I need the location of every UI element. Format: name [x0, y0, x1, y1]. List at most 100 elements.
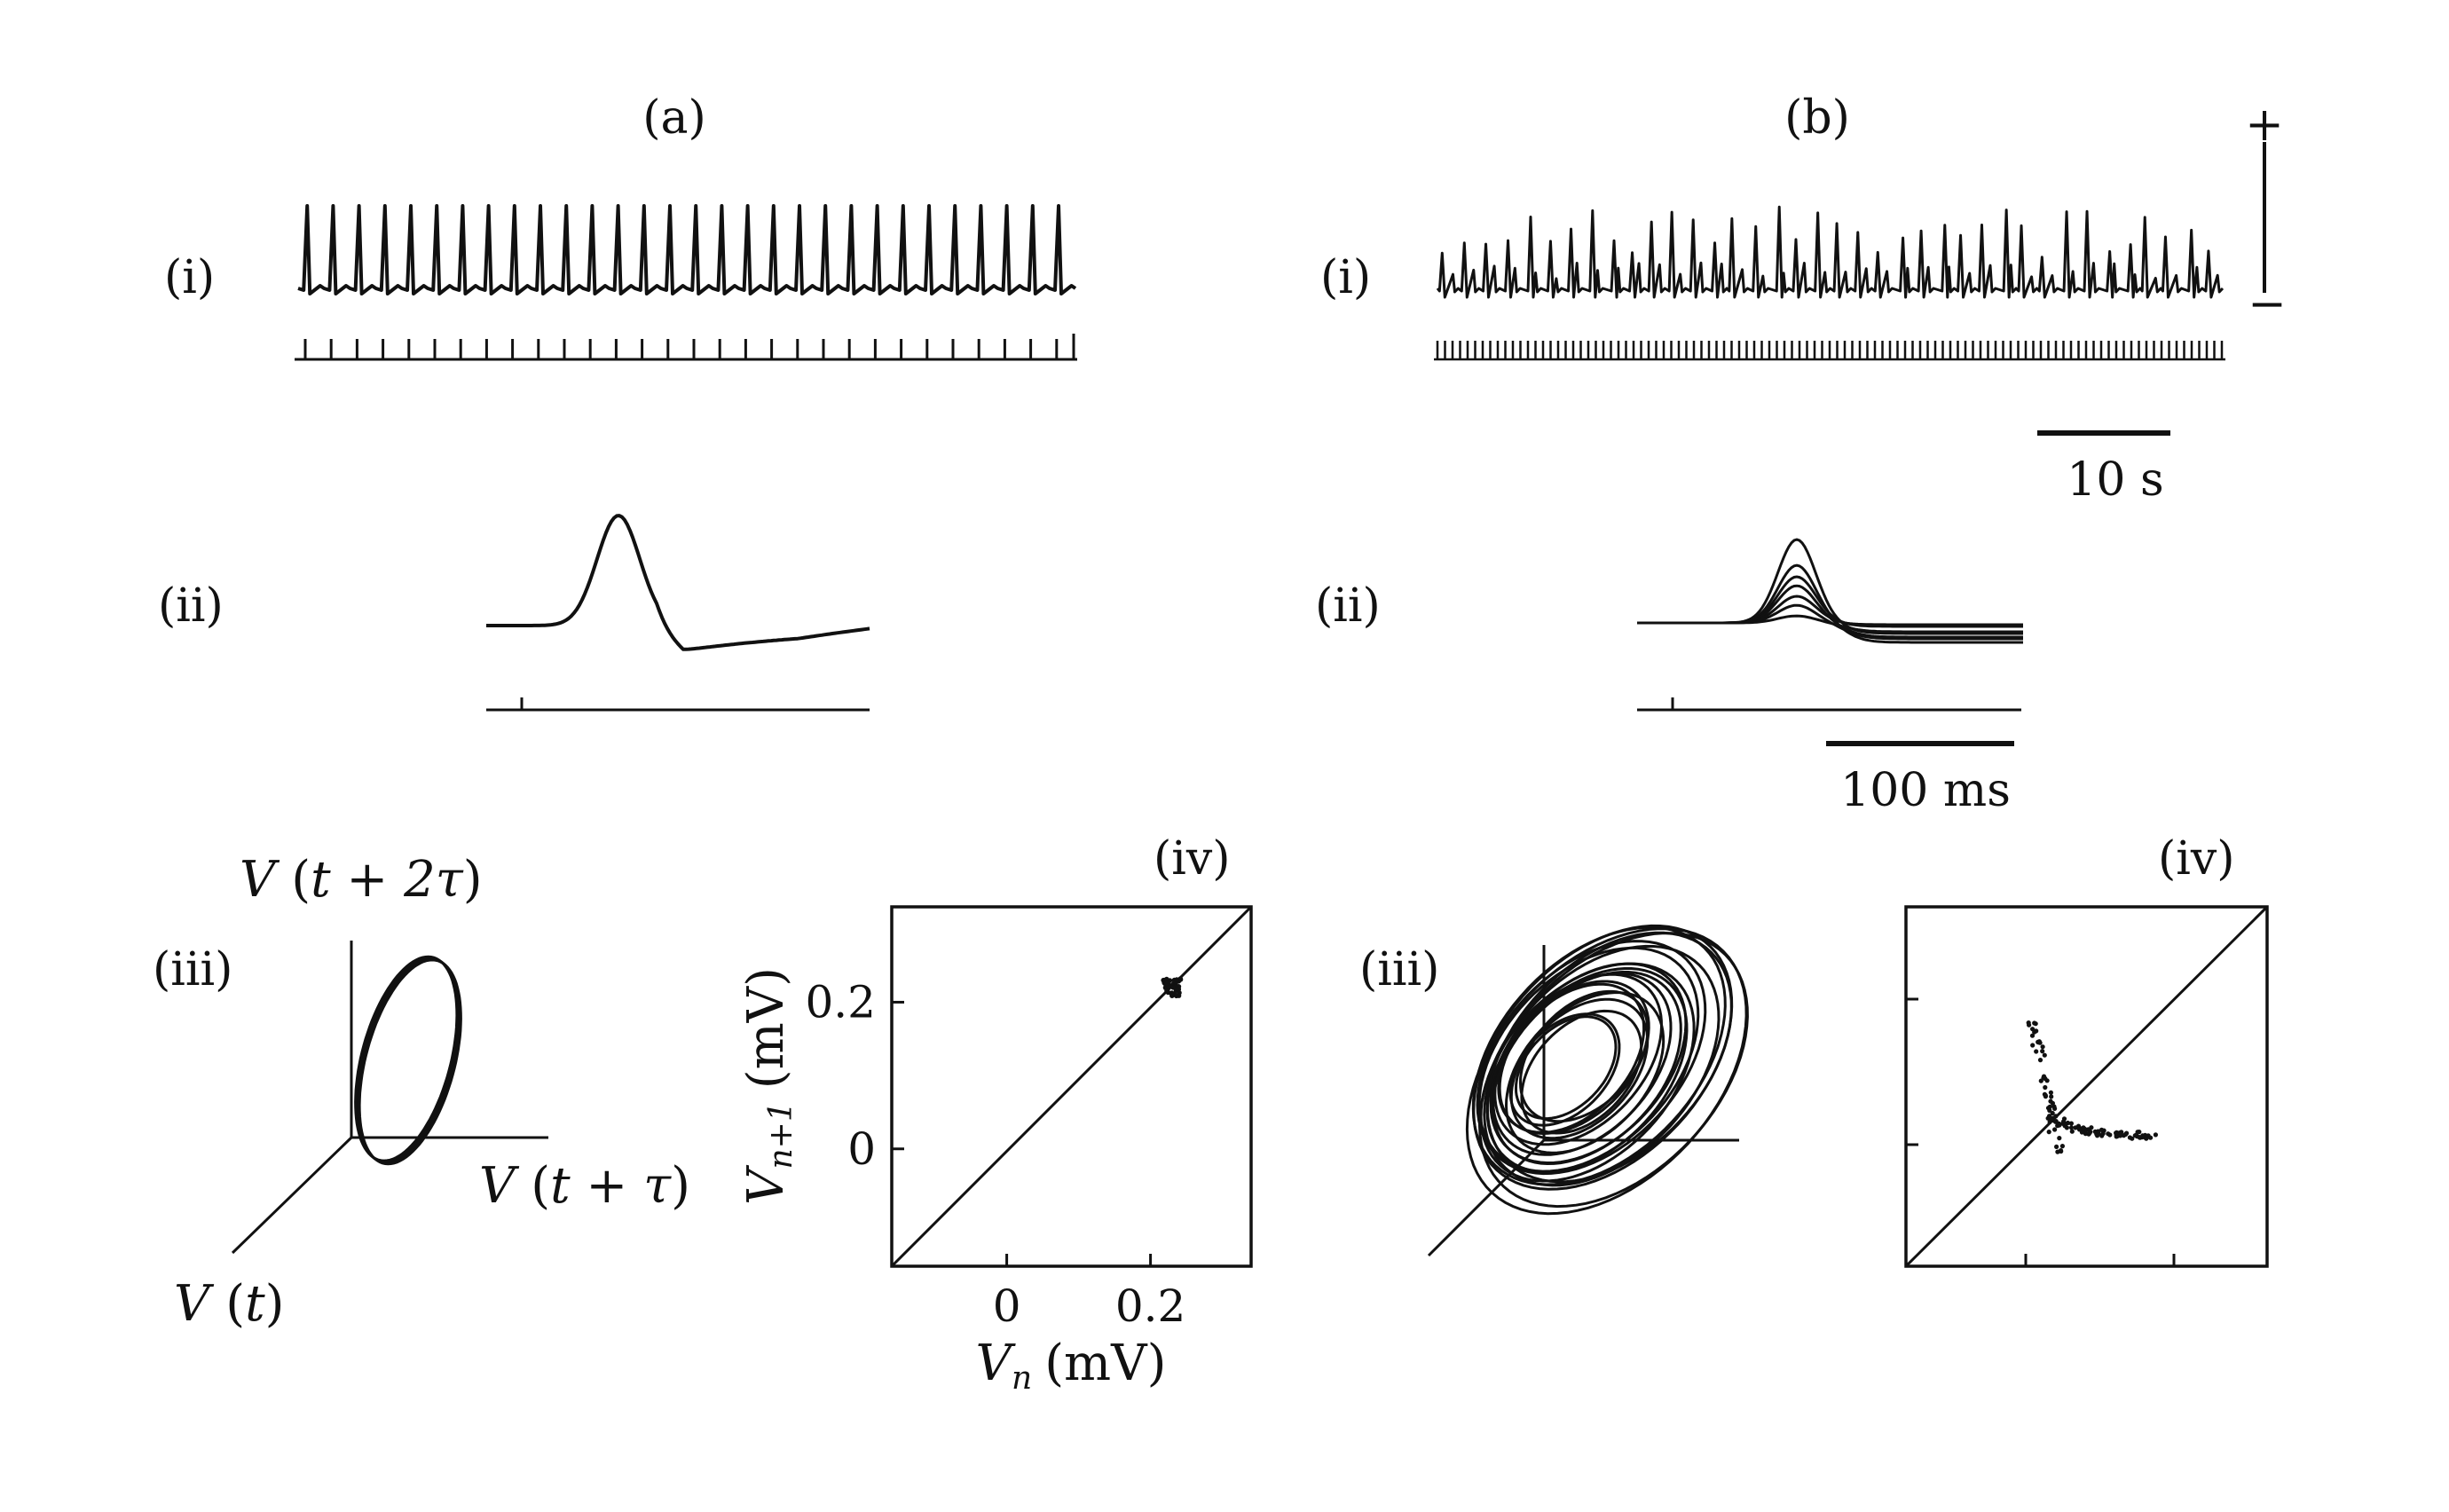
b-iv-point [2148, 1135, 2154, 1140]
b-iv-point [2135, 1130, 2140, 1135]
a-iii-z-axis-label: V (t) [174, 1275, 284, 1333]
time-scalebar-100ms: 100 ms [1826, 741, 2014, 817]
b-iv-point [2046, 1130, 2051, 1135]
b-iv-point [2026, 1020, 2031, 1026]
b-iv-point [2034, 1028, 2039, 1034]
b-iv-point [2042, 1091, 2047, 1097]
b-iv-point [2050, 1110, 2055, 1116]
b-iv-point [2087, 1130, 2092, 1136]
b-iv-point [2054, 1144, 2059, 1149]
b-iv-point [2032, 1020, 2037, 1026]
b-iv-point [2052, 1127, 2058, 1132]
b-iv-point [2059, 1144, 2065, 1149]
a-iv-y-tick-label: 0 [847, 1123, 876, 1175]
a-iv-x-tick-label: 0.2 [1115, 1280, 1186, 1332]
b-iv-point [2139, 1135, 2145, 1140]
b-iv-point [2034, 1049, 2039, 1054]
b-i-stimulus-ticks [1434, 341, 2225, 361]
a-iv-y-axis-label: Vn+1(mV) [737, 967, 799, 1205]
row-ii-label-a: (ii) [158, 579, 224, 633]
panel-b-iii-attractor [1427, 924, 1749, 1257]
panel-b-i-trace [1434, 205, 2225, 361]
a-iii-x-axis-label: V (t + τ) [479, 1157, 690, 1215]
a-iii-loop-trace [355, 956, 460, 1163]
b-iv-point [2048, 1090, 2053, 1095]
panel-b-ii-waveforms [1637, 538, 2023, 712]
b-iv-point [2041, 1074, 2047, 1079]
a-iv-identity-line [890, 905, 1253, 1268]
panel-b-iv-return-map [1904, 905, 2269, 1268]
row-iv-label-a: (iv) [1154, 832, 1231, 886]
voltage-plus-label: + [2245, 98, 2284, 152]
b-iv-point [2118, 1132, 2123, 1138]
time-scalebar-100ms-label: 100 ms [1840, 764, 2011, 817]
a-iii-loop-trace [354, 955, 459, 1162]
b-iv-point [2127, 1135, 2132, 1140]
b-iv-point [2040, 1049, 2045, 1054]
row-i-label-a: (i) [164, 251, 215, 304]
b-iv-point [2068, 1125, 2075, 1130]
b-iii-loop-trace [1477, 946, 1700, 1173]
panel-a-label: (a) [642, 91, 706, 145]
b-iv-point [2037, 1058, 2043, 1063]
b-ii-waveform-trace [1637, 614, 2023, 634]
panel-a-iii-phase-portrait: V (t + 2τ) V (t + τ) V (t) [174, 851, 690, 1333]
b-iv-point [2089, 1125, 2094, 1130]
b-iv-point [2100, 1130, 2106, 1137]
b-iv-point [2079, 1130, 2084, 1135]
voltage-scale-bar: + − [2245, 98, 2287, 331]
b-iv-point [2060, 1121, 2066, 1126]
b-iv-point [2038, 1078, 2043, 1083]
b-iv-point [2096, 1129, 2101, 1134]
b-iv-point [2114, 1134, 2119, 1139]
a-iv-point [1174, 993, 1179, 999]
b-iv-point [2073, 1125, 2078, 1130]
b-iv-point [2107, 1132, 2113, 1138]
b-i-spike-train [1436, 205, 2225, 299]
panel-a-ii-waveform [486, 514, 870, 712]
b-iv-point [2050, 1100, 2055, 1106]
b-iv-point [2057, 1136, 2062, 1141]
row-ii-label-b: (ii) [1315, 579, 1381, 633]
b-iv-point [2045, 1106, 2051, 1111]
b-iii-loop-trace [1514, 1015, 1618, 1121]
row-iv-label-b: (iv) [2158, 832, 2235, 886]
row-iii-label-b: (iii) [1359, 943, 1439, 996]
b-iii-loop-trace [1465, 927, 1748, 1216]
b-iv-point [2059, 1148, 2064, 1154]
a-iv-x-tick-label: 0 [993, 1280, 1021, 1332]
b-iv-point [2099, 1127, 2105, 1132]
row-i-label-b: (i) [1320, 251, 1371, 304]
a-iv-x-axis-label: Vn (mV) [976, 1335, 1167, 1397]
time-scalebar-10s: 10 s [2037, 430, 2170, 507]
b-iv-point [2061, 1116, 2067, 1122]
b-iv-point [2053, 1119, 2059, 1124]
b-iv-point [2095, 1133, 2100, 1138]
a-iii-y-axis-label: V (t + 2τ) [240, 851, 483, 909]
b-iv-point [2043, 1084, 2048, 1091]
panel-a-iv-return-map: 0 0.2 0.2 0 Vn (mV) Vn+1(mV) [737, 905, 1253, 1397]
b-iv-point [2040, 1044, 2045, 1050]
b-iv-point [2036, 1040, 2042, 1045]
a-iv-point [1174, 987, 1179, 993]
a-iii-loop-trace [357, 957, 461, 1165]
b-ii-waveform-trace [1637, 595, 2023, 626]
voltage-minus-label: − [2248, 278, 2287, 331]
a-iii-loop-trace [358, 958, 462, 1166]
a-iv-point [1174, 977, 1179, 982]
b-iv-point [2049, 1094, 2054, 1099]
b-iv-identity-line [1904, 905, 2269, 1268]
a-i-stimulus-ticks [295, 334, 1077, 361]
b-iv-point [2069, 1129, 2075, 1134]
b-iv-point [2052, 1106, 2058, 1111]
a-iv-point [1164, 980, 1169, 987]
b-iv-point [2047, 1114, 2052, 1119]
a-ii-waveform-trace [486, 514, 870, 651]
b-iv-point [2029, 1033, 2036, 1038]
a-i-spike-train [297, 204, 1077, 295]
time-scalebar-10s-label: 10 s [2067, 453, 2163, 507]
a-iv-point [1164, 988, 1169, 994]
b-iii-loop-trace [1492, 972, 1673, 1156]
b-iv-point [2081, 1125, 2086, 1130]
